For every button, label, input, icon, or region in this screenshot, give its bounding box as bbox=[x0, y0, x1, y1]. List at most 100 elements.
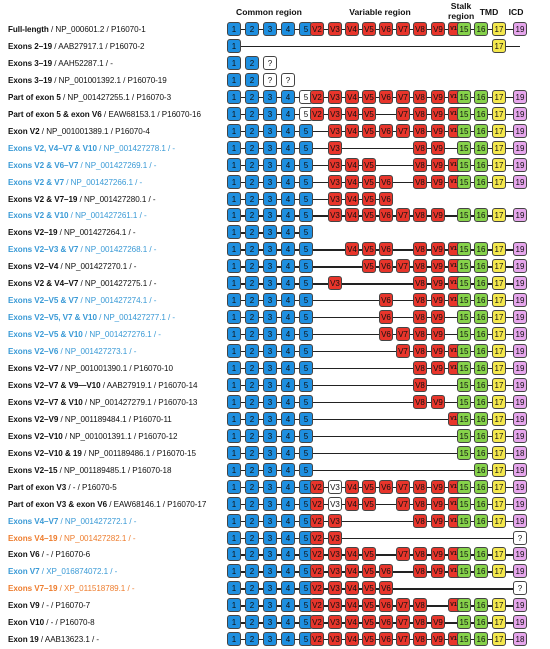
exon-box-19: 19 bbox=[513, 293, 527, 308]
isoform-name: Exons 2–19 bbox=[8, 41, 53, 51]
isoform-row: Exons V2–V7 & V10 / NP_001427279.1 / P16… bbox=[0, 394, 550, 412]
transcript-line bbox=[234, 300, 520, 302]
exon-box-v9: V9 bbox=[431, 394, 445, 409]
exon-box-2: 2 bbox=[245, 547, 259, 562]
exon-box-5: 5 bbox=[299, 428, 313, 443]
isoform-accessions: / AAH52287.1 / - bbox=[52, 58, 113, 68]
exon-box-15: 15 bbox=[457, 327, 471, 342]
isoform-name: Exons V2–V7 & V10 bbox=[8, 397, 83, 407]
isoform-name: Exons V2–V7 & V9—V10 bbox=[8, 380, 101, 390]
exon-box-v5: V5 bbox=[362, 242, 376, 257]
exon-box-v4: V4 bbox=[345, 123, 359, 138]
isoform-label: Exons V2–15 / NP_001189485.1 / P16070-18 bbox=[8, 463, 172, 479]
exon-box-17: 17 bbox=[492, 242, 506, 257]
exon-box-17: 17 bbox=[492, 615, 506, 630]
exon-box-v4: V4 bbox=[345, 89, 359, 104]
isoform-accessions: / NP_001427266.1 / - bbox=[64, 177, 143, 187]
exon-box-2: 2 bbox=[245, 361, 259, 375]
exon-box-5: 5 bbox=[299, 157, 313, 172]
exon-box-v6: V6 bbox=[379, 174, 393, 189]
exon-box-5: 5 bbox=[299, 89, 313, 104]
exon-box-v6: V6 bbox=[379, 327, 393, 342]
exon-box-v3: V3 bbox=[328, 208, 342, 223]
exon-box-v7: V7 bbox=[396, 106, 410, 121]
exon-box-1: 1 bbox=[227, 276, 241, 291]
exon-box-19: 19 bbox=[513, 242, 527, 257]
exon-box-19: 19 bbox=[513, 564, 527, 579]
exon-box-v9: V9 bbox=[431, 276, 445, 291]
isoform-accessions: / EAW68146.1 / P16070-17 bbox=[107, 499, 207, 509]
isoform-label: Exon V2 / NP_001001389.1 / P16070-4 bbox=[8, 124, 150, 140]
exon-box-1: 1 bbox=[227, 598, 241, 613]
exon-box-v6: V6 bbox=[379, 632, 393, 647]
exon-box-1: 1 bbox=[227, 22, 241, 36]
exon-box-2: 2 bbox=[245, 72, 259, 87]
exon-box-2: 2 bbox=[245, 123, 259, 138]
exon-box-4: 4 bbox=[281, 547, 295, 562]
transcript-line bbox=[234, 537, 520, 539]
exon-box-4: 4 bbox=[281, 513, 295, 528]
transcript-line bbox=[234, 283, 520, 285]
isoform-row: Exons 3–19 / NP_001001392.1 / P16070-19 1… bbox=[0, 72, 550, 90]
exon-box-15: 15 bbox=[457, 242, 471, 257]
exon-box-v4: V4 bbox=[345, 496, 359, 511]
exon-box-3: 3 bbox=[263, 259, 277, 274]
isoform-label: Exon V6 / - / P16070-6 bbox=[8, 547, 90, 563]
exon-box-v5: V5 bbox=[362, 106, 376, 121]
exon-box-v8: V8 bbox=[413, 123, 427, 138]
exon-box-17: 17 bbox=[492, 22, 506, 36]
exon-box-v7: V7 bbox=[396, 632, 410, 647]
exon-box-v8: V8 bbox=[413, 327, 427, 342]
exon-box-2: 2 bbox=[245, 632, 259, 647]
exon-box-16: 16 bbox=[474, 377, 488, 392]
exon-box-19: 19 bbox=[513, 361, 527, 375]
exon-box-19: 19 bbox=[513, 310, 527, 325]
exon-box-19: 19 bbox=[513, 140, 527, 155]
isoform-name: Exons V2, V4–V7 & V10 bbox=[8, 143, 97, 153]
exon-box-v4: V4 bbox=[345, 208, 359, 223]
exon-box-v6: V6 bbox=[379, 191, 393, 206]
isoform-accessions: / NP_001427277.1 / - bbox=[96, 313, 176, 323]
exon-box-v9: V9 bbox=[431, 615, 445, 630]
transcript-line bbox=[234, 554, 520, 556]
exon-box-v9: V9 bbox=[431, 513, 445, 528]
transcript-line bbox=[234, 401, 520, 404]
isoform-label: Exons V2–V5, V7 & V10 / NP_001427277.1 /… bbox=[8, 310, 175, 326]
exon-box-15: 15 bbox=[457, 106, 471, 121]
exon-box-v3: V3 bbox=[328, 157, 342, 172]
exon-box-v6: V6 bbox=[379, 242, 393, 257]
exon-box-17: 17 bbox=[492, 157, 506, 172]
exon-box-2: 2 bbox=[245, 276, 259, 291]
exon-box-15: 15 bbox=[457, 598, 471, 613]
isoform-accessions: / NP_001427278.1 / - bbox=[96, 143, 176, 153]
exon-box-unknown: ? bbox=[263, 72, 277, 87]
exon-box-4: 4 bbox=[281, 564, 295, 579]
exon-box-5: 5 bbox=[299, 310, 313, 325]
isoform-row: Exons V2–15 / NP_001189485.1 / P16070-18… bbox=[0, 462, 550, 480]
exon-box-5: 5 bbox=[299, 208, 313, 223]
exon-box-3: 3 bbox=[263, 411, 277, 426]
exon-box-1: 1 bbox=[227, 72, 241, 87]
exon-box-1: 1 bbox=[227, 157, 241, 172]
exon-box-v8: V8 bbox=[413, 89, 427, 104]
exon-box-16: 16 bbox=[474, 564, 488, 579]
exon-box-4: 4 bbox=[281, 394, 295, 409]
exon-box-4: 4 bbox=[281, 191, 295, 206]
exon-box-v3: V3 bbox=[328, 615, 342, 630]
exon-box-15: 15 bbox=[457, 496, 471, 511]
exon-box-16: 16 bbox=[474, 632, 488, 647]
exon-box-15: 15 bbox=[457, 547, 471, 562]
exon-box-v8: V8 bbox=[413, 242, 427, 257]
exon-box-17: 17 bbox=[492, 377, 506, 392]
exon-box-16: 16 bbox=[474, 411, 488, 426]
exon-box-15: 15 bbox=[457, 157, 471, 172]
exon-box-15: 15 bbox=[457, 276, 471, 291]
exon-box-19: 19 bbox=[513, 428, 527, 443]
exon-box-1: 1 bbox=[227, 632, 241, 647]
isoform-accessions: / NP_001427264.1 / - bbox=[57, 228, 136, 238]
exon-box-17: 17 bbox=[492, 547, 506, 562]
isoform-row: Exons V2–V9 / NP_001189484.1 / P16070-11… bbox=[0, 411, 550, 429]
exon-box-4: 4 bbox=[281, 479, 295, 494]
